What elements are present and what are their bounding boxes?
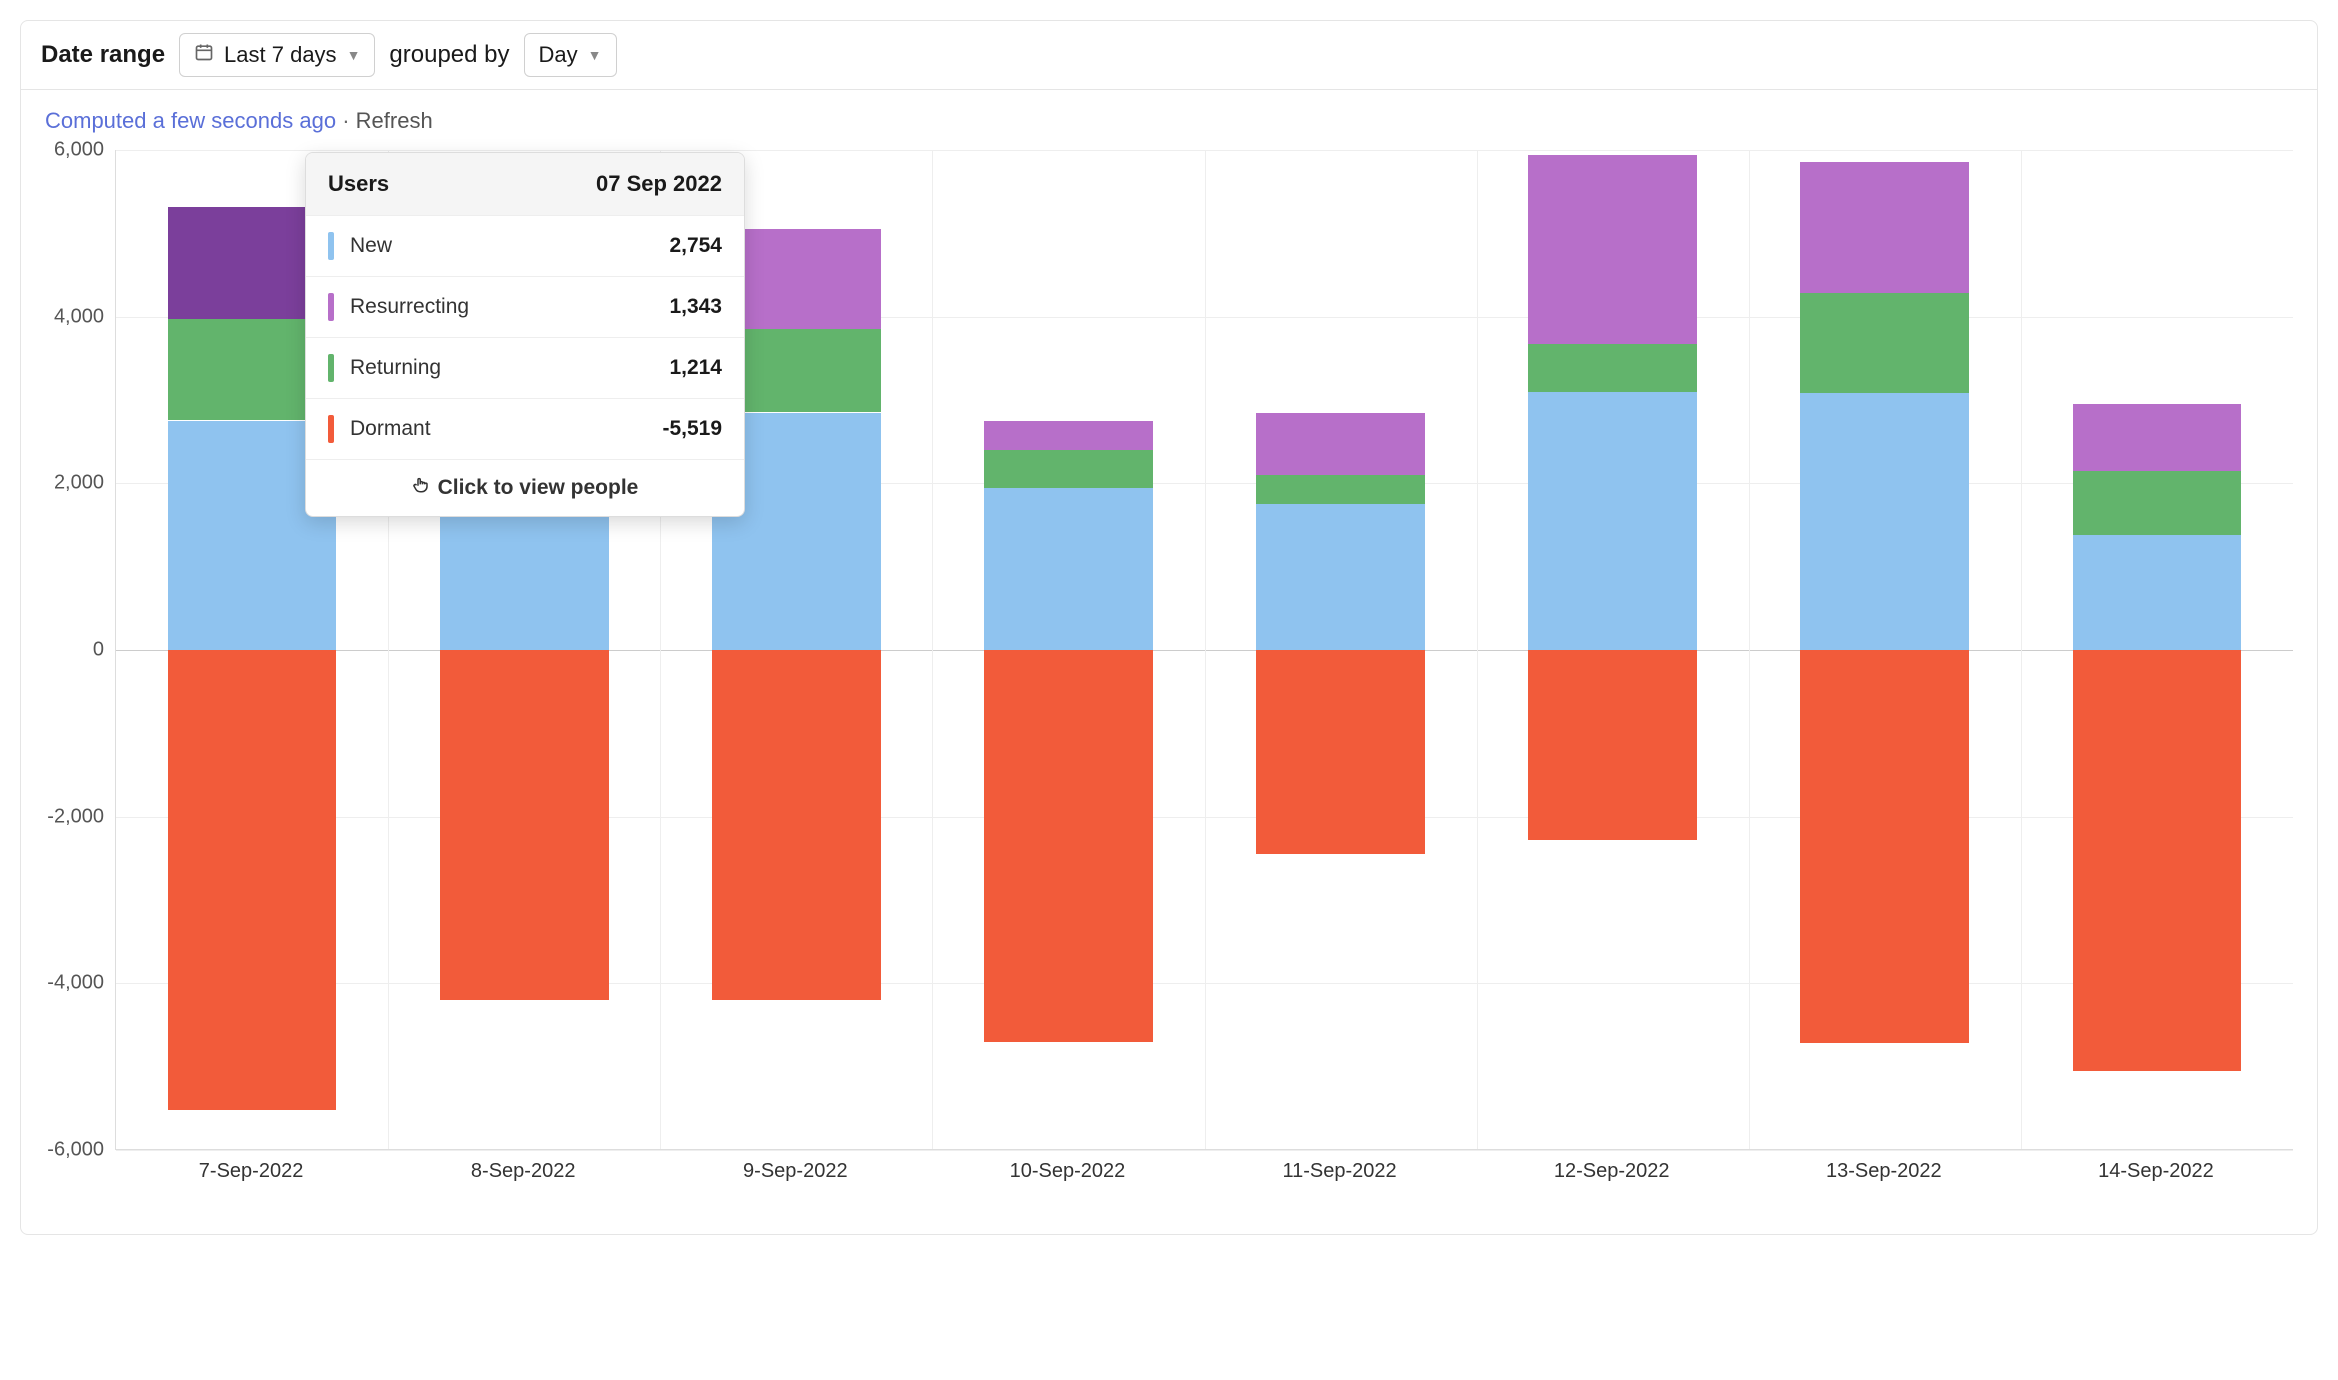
bar-segment-dormant[interactable] (440, 650, 609, 1000)
analytics-panel: Date range Last 7 days ▼ grouped by Day … (20, 20, 2318, 1235)
tooltip-row: New2,754 (306, 215, 744, 276)
bar-segment-new[interactable] (1256, 504, 1425, 650)
tooltip-swatch (328, 232, 334, 260)
bar-group[interactable] (1528, 150, 1697, 1150)
v-gridline (1749, 150, 1750, 1149)
bar-segment-dormant[interactable] (168, 650, 337, 1110)
bar-segment-resurrecting[interactable] (1800, 162, 1969, 294)
tooltip-swatch (328, 354, 334, 382)
bar-group[interactable] (2073, 150, 2242, 1150)
y-tick-label: -4,000 (47, 972, 116, 995)
tooltip-row-value: -5,519 (662, 417, 722, 441)
bar-segment-dormant[interactable] (2073, 650, 2242, 1071)
bar-segment-dormant[interactable] (984, 650, 1153, 1042)
tooltip-row-label: New (350, 234, 669, 258)
bar-segment-returning[interactable] (1528, 344, 1697, 392)
y-tick-label: 4,000 (54, 305, 116, 328)
x-tick-label: 8-Sep-2022 (471, 1160, 576, 1183)
refresh-link[interactable]: Refresh (356, 108, 433, 133)
date-range-value: Last 7 days (224, 42, 337, 68)
bar-segment-resurrecting[interactable] (2073, 404, 2242, 471)
y-tick-label: 0 (93, 639, 116, 662)
tooltip-row-label: Resurrecting (350, 295, 669, 319)
bar-segment-returning[interactable] (984, 450, 1153, 488)
calendar-icon (194, 42, 214, 68)
bar-group[interactable] (1800, 150, 1969, 1150)
tooltip[interactable]: Users 07 Sep 2022 New2,754Resurrecting1,… (305, 152, 745, 517)
tooltip-row-label: Dormant (350, 417, 662, 441)
bar-segment-resurrecting[interactable] (984, 421, 1153, 450)
date-range-dropdown[interactable]: Last 7 days ▼ (179, 33, 375, 77)
tooltip-title-left: Users (328, 171, 389, 197)
bar-segment-resurrecting[interactable] (1256, 413, 1425, 476)
y-tick-label: 6,000 (54, 139, 116, 162)
tooltip-swatch (328, 415, 334, 443)
grouped-by-label: grouped by (389, 41, 509, 69)
chevron-down-icon: ▼ (588, 47, 602, 63)
tooltip-row: Resurrecting1,343 (306, 276, 744, 337)
tooltip-row-value: 1,214 (669, 356, 722, 380)
tooltip-header: Users 07 Sep 2022 (306, 153, 744, 215)
x-tick-label: 7-Sep-2022 (199, 1160, 304, 1183)
tooltip-footer-text: Click to view people (438, 476, 639, 500)
bar-segment-dormant[interactable] (1256, 650, 1425, 854)
gridline (116, 1150, 2293, 1151)
tooltip-row: Dormant-5,519 (306, 398, 744, 459)
bar-segment-resurrecting[interactable] (1528, 155, 1697, 344)
tooltip-swatch (328, 293, 334, 321)
status-separator: · (336, 108, 356, 133)
tooltip-row-value: 2,754 (669, 234, 722, 258)
chevron-down-icon: ▼ (347, 47, 361, 63)
y-tick-label: 2,000 (54, 472, 116, 495)
x-tick-label: 12-Sep-2022 (1554, 1160, 1670, 1183)
v-gridline (1205, 150, 1206, 1149)
x-tick-label: 10-Sep-2022 (1010, 1160, 1126, 1183)
bar-segment-returning[interactable] (1256, 475, 1425, 504)
tooltip-row-value: 1,343 (669, 295, 722, 319)
date-range-label: Date range (41, 41, 165, 69)
grouped-by-value: Day (539, 42, 578, 68)
bar-segment-returning[interactable] (1800, 293, 1969, 393)
y-tick-label: -6,000 (47, 1139, 116, 1162)
chart-wrap: -6,000 -4,000 -2,000 0 2,000 4,000 6,000 Users… (21, 140, 2317, 1234)
toolbar: Date range Last 7 days ▼ grouped by Day … (21, 21, 2317, 90)
tooltip-row: Returning1,214 (306, 337, 744, 398)
bar-segment-dormant[interactable] (1528, 650, 1697, 840)
bar-segment-new[interactable] (2073, 535, 2242, 650)
v-gridline (1477, 150, 1478, 1149)
tooltip-row-label: Returning (350, 356, 669, 380)
tooltip-title-right: 07 Sep 2022 (596, 171, 722, 197)
bar-segment-new[interactable] (1528, 392, 1697, 650)
status-row: Computed a few seconds ago · Refresh (21, 90, 2317, 140)
bar-segment-new[interactable] (984, 488, 1153, 651)
computed-status: Computed a few seconds ago (45, 108, 336, 133)
chart-area: -6,000-4,000-2,00002,0004,0006,000 Users… (115, 150, 2293, 1210)
x-tick-label: 13-Sep-2022 (1826, 1160, 1942, 1183)
tooltip-footer[interactable]: Click to view people (306, 459, 744, 516)
x-tick-label: 11-Sep-2022 (1282, 1160, 1396, 1183)
grouped-by-dropdown[interactable]: Day ▼ (524, 33, 617, 77)
x-tick-label: 9-Sep-2022 (743, 1160, 848, 1183)
bar-segment-dormant[interactable] (712, 650, 881, 1000)
bar-segment-new[interactable] (1800, 393, 1969, 650)
pointer-icon (412, 476, 430, 500)
v-gridline (2021, 150, 2022, 1149)
v-gridline (932, 150, 933, 1149)
y-tick-label: -2,000 (47, 805, 116, 828)
bar-group[interactable] (984, 150, 1153, 1150)
bar-segment-returning[interactable] (2073, 471, 2242, 535)
bar-segment-dormant[interactable] (1800, 650, 1969, 1043)
bar-group[interactable] (1256, 150, 1425, 1150)
x-tick-label: 14-Sep-2022 (2098, 1160, 2214, 1183)
